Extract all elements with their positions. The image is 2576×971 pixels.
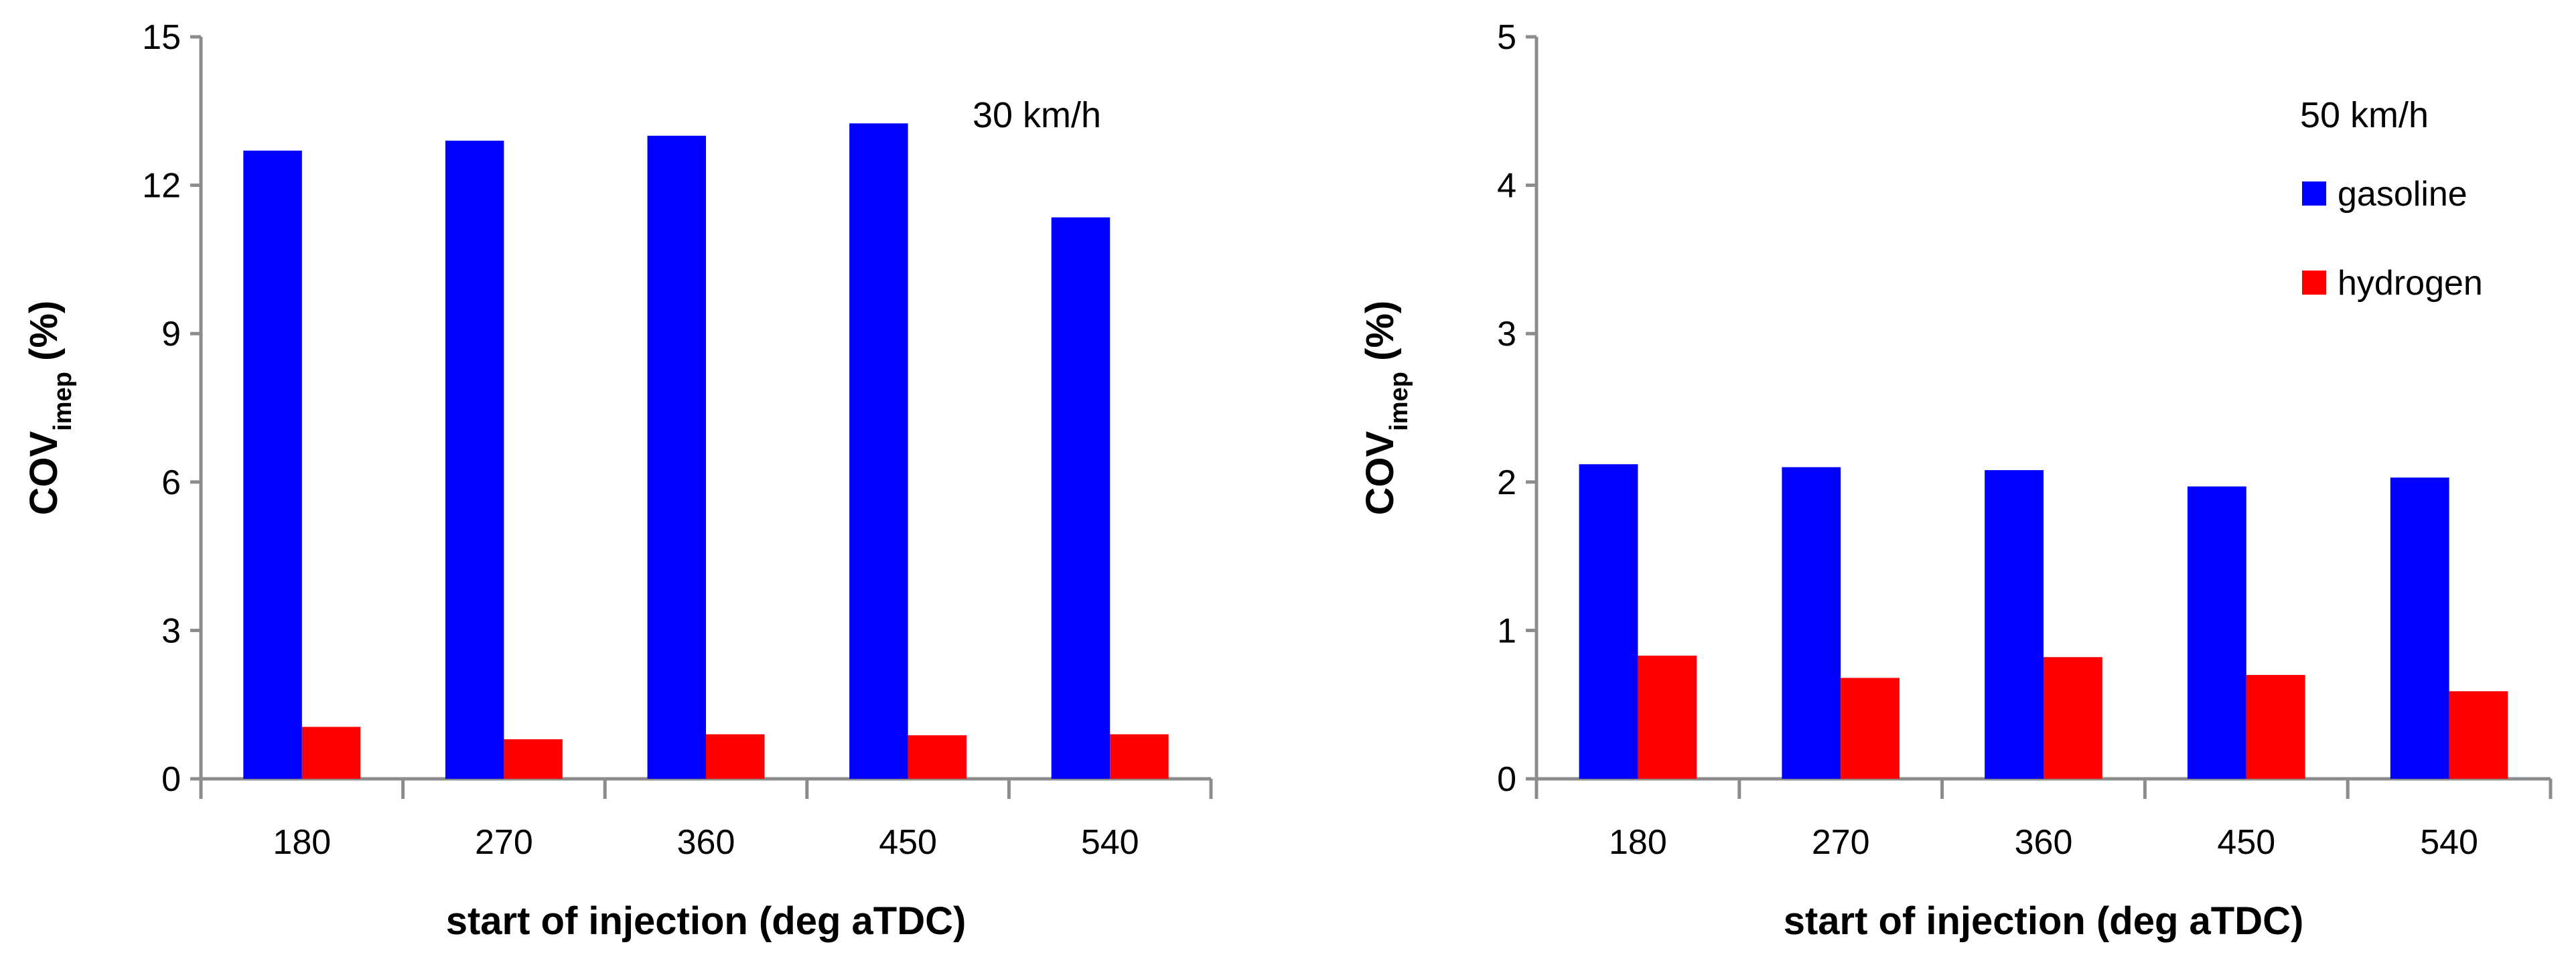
- y-tick-label: 15: [142, 18, 181, 57]
- x-axis-title: start of injection (deg aTDC): [446, 899, 967, 943]
- chart-annotation: 50 km/h: [2300, 95, 2429, 135]
- x-tick-label: 360: [2015, 823, 2073, 862]
- y-tick-label: 9: [161, 315, 181, 354]
- y-axis-title-subscript: imep: [49, 372, 77, 431]
- bar-gasoline-540: [2390, 477, 2449, 779]
- bar-gasoline-450: [2187, 486, 2246, 779]
- y-axis-title: COVimep (%): [22, 301, 77, 516]
- legend-swatch-gasoline: [2302, 181, 2326, 206]
- y-tick-label: 12: [142, 167, 181, 206]
- y-tick-label: 5: [1497, 18, 1516, 57]
- y-axis-title-unit: (%): [22, 301, 66, 372]
- bar-hydrogen-270: [504, 739, 563, 779]
- bar-hydrogen-180: [301, 727, 361, 779]
- legend-label-hydrogen: hydrogen: [2338, 264, 2483, 303]
- bar-hydrogen-540: [2449, 691, 2508, 779]
- bar-hydrogen-360: [2044, 657, 2102, 779]
- legend-swatch-hydrogen: [2302, 271, 2326, 295]
- x-tick-label: 270: [475, 823, 533, 862]
- bar-gasoline-450: [849, 123, 908, 779]
- bar-hydrogen-540: [1110, 734, 1169, 779]
- x-tick-label: 270: [1812, 823, 1870, 862]
- x-tick-label: 540: [1081, 823, 1139, 862]
- bar-hydrogen-450: [2246, 674, 2305, 779]
- y-tick-label: 0: [1497, 760, 1516, 799]
- bar-gasoline-540: [1051, 217, 1111, 779]
- chart-annotation: 30 km/h: [973, 95, 1101, 135]
- y-axis-title-unit: (%): [1358, 301, 1402, 372]
- y-axis-title-main: COV: [1358, 431, 1402, 515]
- x-tick-label: 360: [677, 823, 735, 862]
- bar-gasoline-360: [1985, 470, 2044, 779]
- bar-hydrogen-270: [1841, 678, 1900, 779]
- y-tick-label: 3: [1497, 315, 1516, 354]
- bar-hydrogen-180: [1638, 656, 1697, 779]
- legend-label-gasoline: gasoline: [2338, 175, 2467, 214]
- y-axis-title: COVimep (%): [1358, 301, 1413, 516]
- x-tick-label: 450: [879, 823, 937, 862]
- x-tick-label: 180: [273, 823, 331, 862]
- y-tick-label: 4: [1497, 167, 1516, 206]
- bar-hydrogen-360: [706, 734, 765, 779]
- x-tick-label: 180: [1609, 823, 1667, 862]
- y-tick-label: 2: [1497, 463, 1516, 502]
- bar-gasoline-180: [243, 150, 302, 779]
- y-tick-label: 1: [1497, 611, 1516, 650]
- x-tick-label: 540: [2420, 823, 2478, 862]
- bar-gasoline-360: [647, 135, 706, 779]
- x-tick-label: 450: [2217, 823, 2275, 862]
- y-axis-title-subscript: imep: [1385, 372, 1413, 431]
- bar-gasoline-270: [1782, 467, 1841, 779]
- y-tick-label: 0: [161, 760, 181, 799]
- bar-gasoline-180: [1579, 464, 1638, 779]
- y-axis-title-main: COV: [22, 431, 66, 515]
- bar-hydrogen-450: [908, 735, 967, 779]
- x-axis-title: start of injection (deg aTDC): [1784, 899, 2304, 943]
- y-tick-label: 6: [161, 463, 181, 502]
- bar-gasoline-270: [445, 141, 504, 779]
- y-tick-label: 3: [161, 611, 181, 650]
